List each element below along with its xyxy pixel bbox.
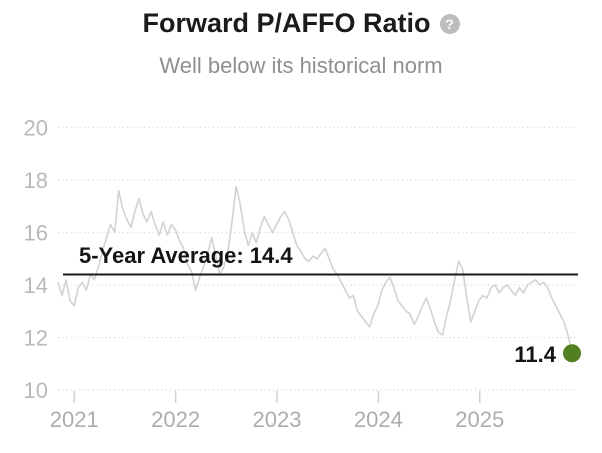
- chart-header: Forward P/AFFO Ratio ? Well below its hi…: [0, 0, 602, 79]
- y-axis-tick-label: 18: [24, 168, 48, 193]
- chart-subtitle: Well below its historical norm: [159, 53, 443, 79]
- chart-title: Forward P/AFFO Ratio: [142, 8, 431, 38]
- chart-title-row: Forward P/AFFO Ratio ?: [0, 0, 602, 39]
- x-axis-tick-label: 2024: [354, 407, 403, 432]
- y-axis-tick-label: 10: [24, 378, 48, 403]
- y-axis-tick-label: 20: [24, 116, 48, 141]
- gridlines-layer: [58, 126, 578, 391]
- paffo-series-line[interactable]: [57, 185, 573, 355]
- y-axis-tick-label: 14: [24, 273, 48, 298]
- x-axis-tick-label: 2022: [151, 407, 200, 432]
- x-axis-tick-label: 2021: [50, 407, 99, 432]
- y-axis-tick-label: 16: [24, 221, 48, 246]
- latest-value-dot[interactable]: [563, 344, 581, 363]
- five-year-average-label: 5-Year Average: 14.4: [79, 243, 293, 268]
- latest-value-label: 11.4: [514, 342, 556, 367]
- x-axis-tick-label: 2023: [253, 407, 302, 432]
- x-axis-tick-label: 2025: [455, 407, 504, 432]
- help-icon[interactable]: ?: [439, 14, 460, 35]
- axis-labels-layer: 10 12 14 16 18 20 2021 2022 2023 2024 2025: [24, 116, 505, 433]
- y-axis-tick-label: 12: [24, 326, 48, 351]
